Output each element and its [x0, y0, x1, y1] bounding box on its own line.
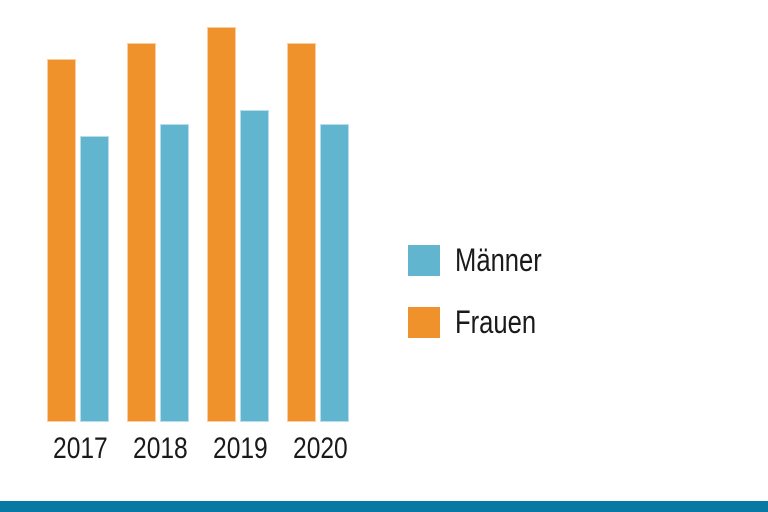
legend: Männer Frauen [408, 242, 564, 369]
x-axis-label-2017: 2017 [53, 432, 108, 465]
bar-maenner-2017 [80, 136, 109, 422]
bar-frauen-2018 [127, 43, 156, 422]
bar-frauen-2020 [287, 43, 316, 422]
x-axis-label-2019: 2019 [213, 432, 268, 465]
x-axis-label-2018: 2018 [133, 432, 188, 465]
legend-item-maenner: Männer [408, 242, 564, 278]
bar-maenner-2020 [320, 124, 349, 422]
bar-maenner-2018 [160, 124, 189, 422]
x-axis-label-2020: 2020 [293, 432, 348, 465]
legend-label-frauen: Frauen [455, 304, 537, 340]
bar-maenner-2019 [240, 110, 269, 422]
legend-swatch-maenner [408, 245, 440, 276]
legend-item-frauen: Frauen [408, 304, 564, 340]
bar-frauen-2017 [47, 59, 76, 422]
footer-accent-bar [0, 501, 768, 512]
legend-label-maenner: Männer [455, 242, 542, 278]
legend-swatch-frauen [408, 307, 440, 338]
bar-frauen-2019 [207, 27, 236, 422]
